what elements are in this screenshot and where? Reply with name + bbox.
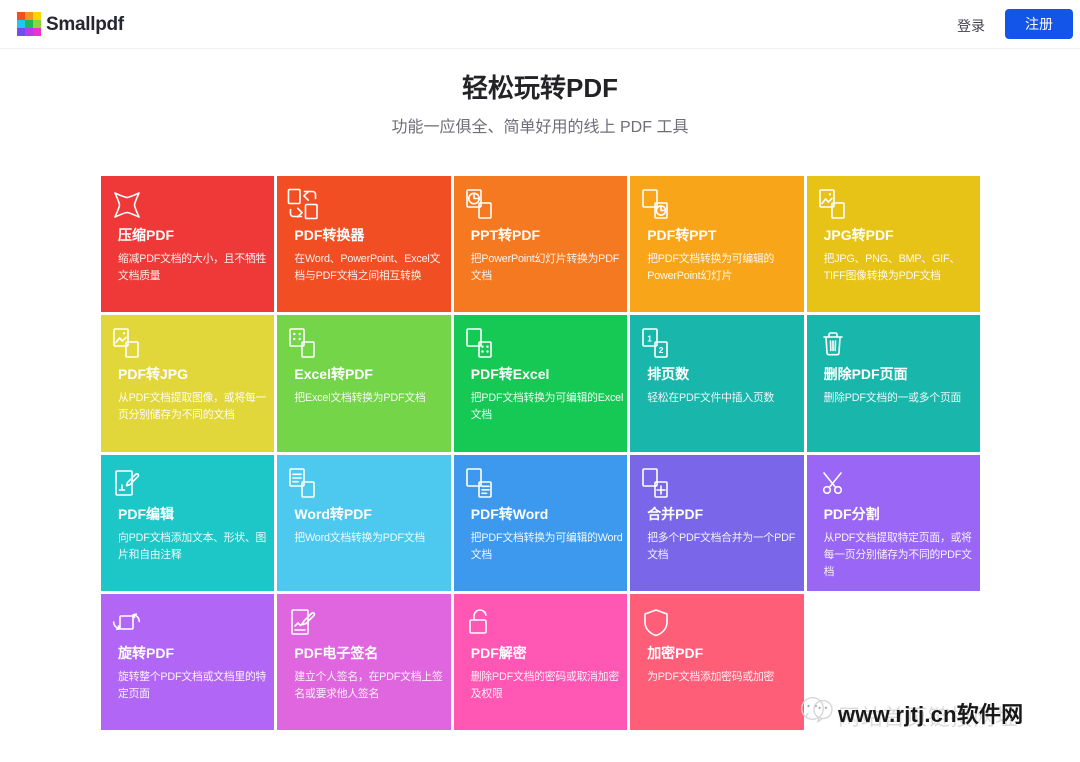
svg-text:2: 2	[659, 345, 664, 355]
svg-text:1: 1	[647, 334, 652, 344]
